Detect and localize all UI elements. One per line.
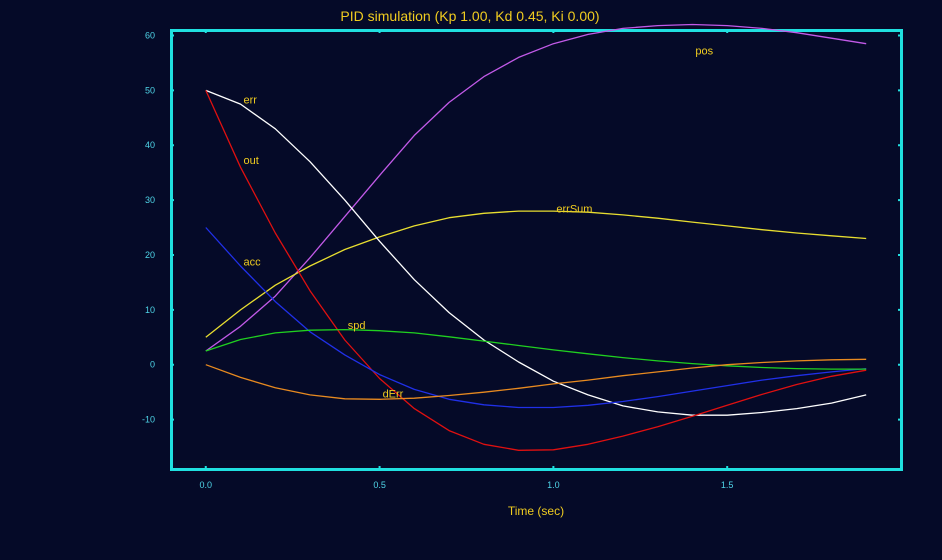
series-label-dErr: dErr — [383, 388, 404, 400]
y-tick-mark — [172, 199, 174, 202]
series-line-dErr — [205, 358, 867, 400]
series-label-pos: pos — [695, 45, 713, 57]
y-tick-mark-right — [898, 199, 900, 202]
y-tick-mark-right — [898, 253, 900, 256]
series-line-out — [205, 90, 867, 451]
plot-frame — [170, 29, 903, 471]
x-tick-label: 1.0 — [547, 480, 560, 490]
y-tick-mark-right — [898, 89, 900, 92]
y-tick-mark-right — [898, 363, 900, 366]
y-tick-mark — [172, 34, 174, 37]
series-label-acc: acc — [244, 257, 262, 269]
series-line-acc — [205, 227, 867, 409]
series-line-pos — [205, 23, 867, 352]
x-axis: 0.0 0.5 1.0 1.5 — [200, 31, 734, 490]
x-tick-mark — [726, 466, 729, 468]
series-label-spd: spd — [348, 320, 366, 332]
x-tick-mark — [378, 466, 381, 468]
series-label-out: out — [244, 155, 259, 167]
series-label-errSum: errSum — [556, 203, 592, 215]
y-tick-label: 40 — [145, 140, 155, 150]
y-tick-label: 20 — [145, 250, 155, 260]
x-tick-label: 0.5 — [373, 480, 386, 490]
y-tick-label: 0 — [150, 360, 155, 370]
x-axis-label: Time (sec) — [508, 504, 564, 518]
y-tick-mark — [172, 418, 174, 421]
x-tick-mark — [204, 466, 207, 468]
series-line-errSum — [205, 210, 867, 338]
series-lines — [205, 23, 867, 451]
series-label-err: err — [244, 95, 258, 107]
x-tick-label: 1.5 — [721, 480, 734, 490]
x-tick-mark-top — [552, 31, 555, 33]
y-tick-mark — [172, 144, 174, 147]
y-tick-label: -10 — [142, 415, 155, 425]
y-tick-mark — [172, 89, 174, 92]
y-tick-mark-right — [898, 144, 900, 147]
series-labels: pos errSum err out acc spd dErr — [244, 45, 714, 400]
chart-title: PID simulation (Kp 1.00, Kd 0.45, Ki 0.0… — [340, 8, 599, 24]
x-tick-label: 0.0 — [200, 480, 213, 490]
y-tick-label: 60 — [145, 30, 155, 40]
x-tick-mark-top — [378, 31, 381, 33]
y-tick-label: 50 — [145, 85, 155, 95]
x-tick-mark-top — [726, 31, 729, 33]
series-line-err — [205, 89, 867, 416]
y-axis: 60 50 40 30 20 10 0 -10 — [142, 30, 900, 425]
x-tick-mark-top — [204, 31, 207, 33]
y-tick-mark-right — [898, 34, 900, 37]
y-tick-label: 30 — [145, 195, 155, 205]
y-tick-mark — [172, 363, 174, 366]
y-tick-mark — [172, 308, 174, 311]
y-tick-mark — [172, 253, 174, 256]
y-tick-mark-right — [898, 308, 900, 311]
y-tick-label: 10 — [145, 305, 155, 315]
x-tick-mark — [552, 466, 555, 468]
series-line-spd — [205, 328, 867, 370]
y-tick-mark-right — [898, 418, 900, 421]
